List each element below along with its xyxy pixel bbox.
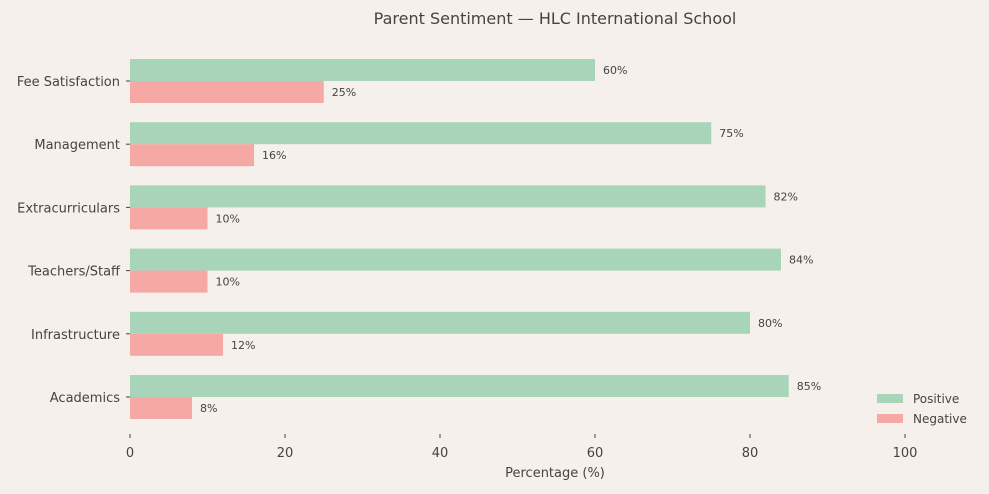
data-label: 10% bbox=[216, 212, 240, 225]
data-label: 16% bbox=[262, 149, 286, 162]
data-label: 75% bbox=[719, 127, 743, 140]
legend-swatch-negative bbox=[877, 414, 903, 423]
data-label: 10% bbox=[216, 276, 240, 289]
y-tick-label: Teachers/Staff bbox=[27, 265, 121, 280]
bar-positive bbox=[130, 375, 789, 397]
y-tick-label: Academics bbox=[50, 391, 120, 406]
x-tick-label: 0 bbox=[126, 446, 134, 461]
bar-negative bbox=[130, 270, 208, 293]
x-tick-label: 20 bbox=[277, 446, 294, 461]
x-axis-label: Percentage (%) bbox=[505, 466, 605, 481]
bar-negative bbox=[130, 81, 324, 103]
x-tick-label: 80 bbox=[742, 446, 759, 461]
y-tick-label: Extracurriculars bbox=[17, 201, 120, 216]
bar-positive bbox=[130, 122, 712, 145]
chart-title: Parent Sentiment — HLC International Sch… bbox=[374, 9, 737, 28]
data-label: 84% bbox=[789, 254, 813, 267]
bar-positive bbox=[130, 185, 766, 208]
data-label: 60% bbox=[603, 64, 627, 77]
data-label: 82% bbox=[774, 190, 798, 203]
x-tick-label: 100 bbox=[893, 446, 918, 461]
legend-swatch-positive bbox=[877, 394, 903, 403]
legend-label: Positive bbox=[913, 392, 959, 406]
bar-positive bbox=[130, 59, 595, 81]
y-tick-label: Fee Satisfaction bbox=[17, 75, 120, 90]
data-label: 8% bbox=[200, 402, 217, 415]
bar-positive bbox=[130, 311, 750, 334]
data-label: 25% bbox=[332, 86, 356, 99]
data-label: 12% bbox=[231, 339, 255, 352]
bar-negative bbox=[130, 333, 223, 356]
legend-label: Negative bbox=[913, 412, 967, 426]
x-tick-label: 40 bbox=[432, 446, 449, 461]
data-label: 85% bbox=[797, 380, 821, 393]
y-tick-label: Management bbox=[34, 138, 120, 153]
bar-positive bbox=[130, 248, 781, 271]
x-tick-label: 60 bbox=[587, 446, 604, 461]
bar-negative bbox=[130, 397, 192, 419]
data-label: 80% bbox=[758, 317, 782, 330]
bar-negative bbox=[130, 207, 208, 230]
bar-negative bbox=[130, 144, 254, 167]
y-tick-label: Infrastructure bbox=[31, 328, 120, 343]
